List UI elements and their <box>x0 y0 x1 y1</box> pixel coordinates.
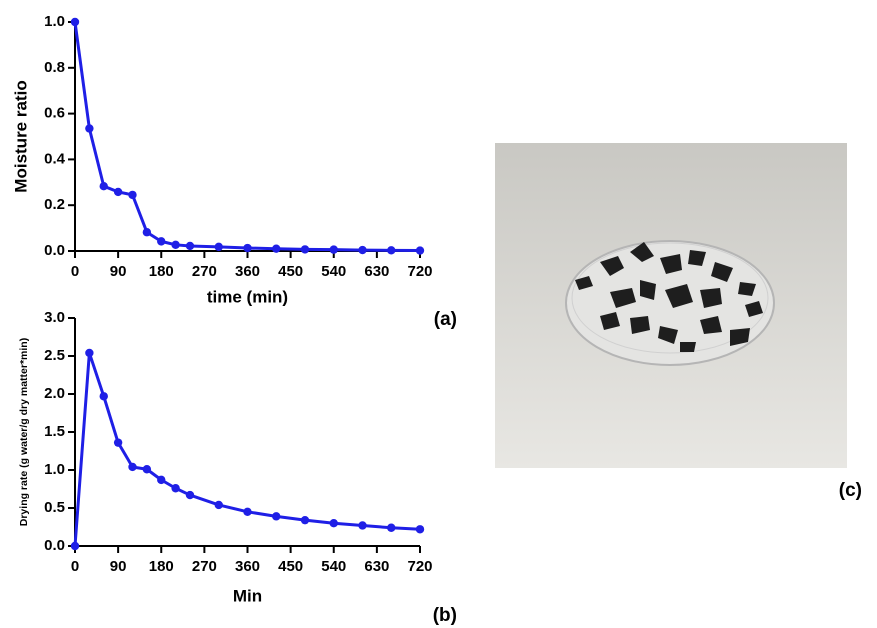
data-point <box>243 507 252 516</box>
y-tick-label: 0.0 <box>44 242 65 259</box>
x-tick-label: 450 <box>278 558 303 575</box>
data-point <box>300 515 310 525</box>
data-point <box>113 438 123 447</box>
data-point <box>329 245 338 254</box>
data-point <box>142 465 152 474</box>
data-point <box>214 242 223 252</box>
data-point <box>185 241 195 251</box>
panel-label: (a) <box>434 309 457 330</box>
x-tick-label: 90 <box>110 558 127 575</box>
data-point <box>171 240 180 250</box>
y-axis-label: Moisture ratio <box>11 80 30 192</box>
x-tick-label: 0 <box>71 558 79 575</box>
data-point <box>99 181 108 191</box>
data-point <box>358 521 367 530</box>
data-point <box>171 484 180 493</box>
y-axis-label: Drying rate (g water/g dry matter*min) <box>18 338 30 526</box>
x-tick-label: 0 <box>71 263 79 280</box>
data-point <box>99 392 108 401</box>
x-tick-label: 180 <box>149 558 174 575</box>
data-point <box>85 348 94 358</box>
y-tick-label: 0.4 <box>44 150 66 167</box>
data-point <box>272 244 281 253</box>
x-tick-label: 360 <box>235 558 260 575</box>
data-line <box>73 21 421 253</box>
x-axis-label: time (min) <box>207 287 288 306</box>
y-tick-label: 1.0 <box>44 461 65 478</box>
y-tick-label: 0.5 <box>44 499 65 516</box>
data-point <box>70 541 80 551</box>
data-point <box>128 462 137 472</box>
data-point <box>157 475 166 485</box>
x-tick-label: 540 <box>321 558 346 575</box>
data-point <box>142 228 152 237</box>
data-point <box>185 490 195 500</box>
x-tick-label: 630 <box>364 558 389 575</box>
x-tick-label: 180 <box>149 263 174 280</box>
x-tick-label: 270 <box>192 263 217 280</box>
data-point <box>214 500 223 510</box>
x-axis-label: Min <box>233 586 262 605</box>
data-point <box>415 246 425 255</box>
y-tick-label: 3.0 <box>44 309 65 326</box>
panel-label: (c) <box>839 480 862 501</box>
x-tick-label: 720 <box>407 558 432 575</box>
x-tick-label: 720 <box>407 263 432 280</box>
y-tick-label: 0.0 <box>44 537 65 554</box>
y-tick-label: 0.2 <box>44 196 65 213</box>
data-point <box>272 512 281 521</box>
y-tick-label: 1.0 <box>44 13 65 30</box>
data-point <box>70 17 80 27</box>
data-point <box>358 245 367 255</box>
x-tick-label: 90 <box>110 263 127 280</box>
data-point <box>85 124 94 133</box>
photo <box>495 143 847 468</box>
x-tick-label: 360 <box>235 263 260 280</box>
y-tick-label: 0.6 <box>44 105 65 122</box>
x-tick-label: 270 <box>192 558 217 575</box>
data-point <box>387 246 396 255</box>
panel-label: (b) <box>433 605 457 626</box>
x-tick-label: 450 <box>278 263 303 280</box>
y-tick-label: 2.5 <box>44 347 65 364</box>
x-tick-label: 630 <box>364 263 389 280</box>
y-tick-label: 2.0 <box>44 385 65 402</box>
y-tick-label: 1.5 <box>44 423 65 440</box>
data-line <box>73 351 421 547</box>
data-point <box>300 245 310 254</box>
data-point <box>329 519 338 528</box>
data-point <box>415 525 425 534</box>
data-point <box>113 187 123 197</box>
y-tick-label: 0.8 <box>44 59 65 76</box>
data-point <box>387 523 396 532</box>
data-point <box>243 243 252 253</box>
x-tick-label: 540 <box>321 263 346 280</box>
data-point <box>128 190 137 200</box>
data-point <box>157 237 166 246</box>
